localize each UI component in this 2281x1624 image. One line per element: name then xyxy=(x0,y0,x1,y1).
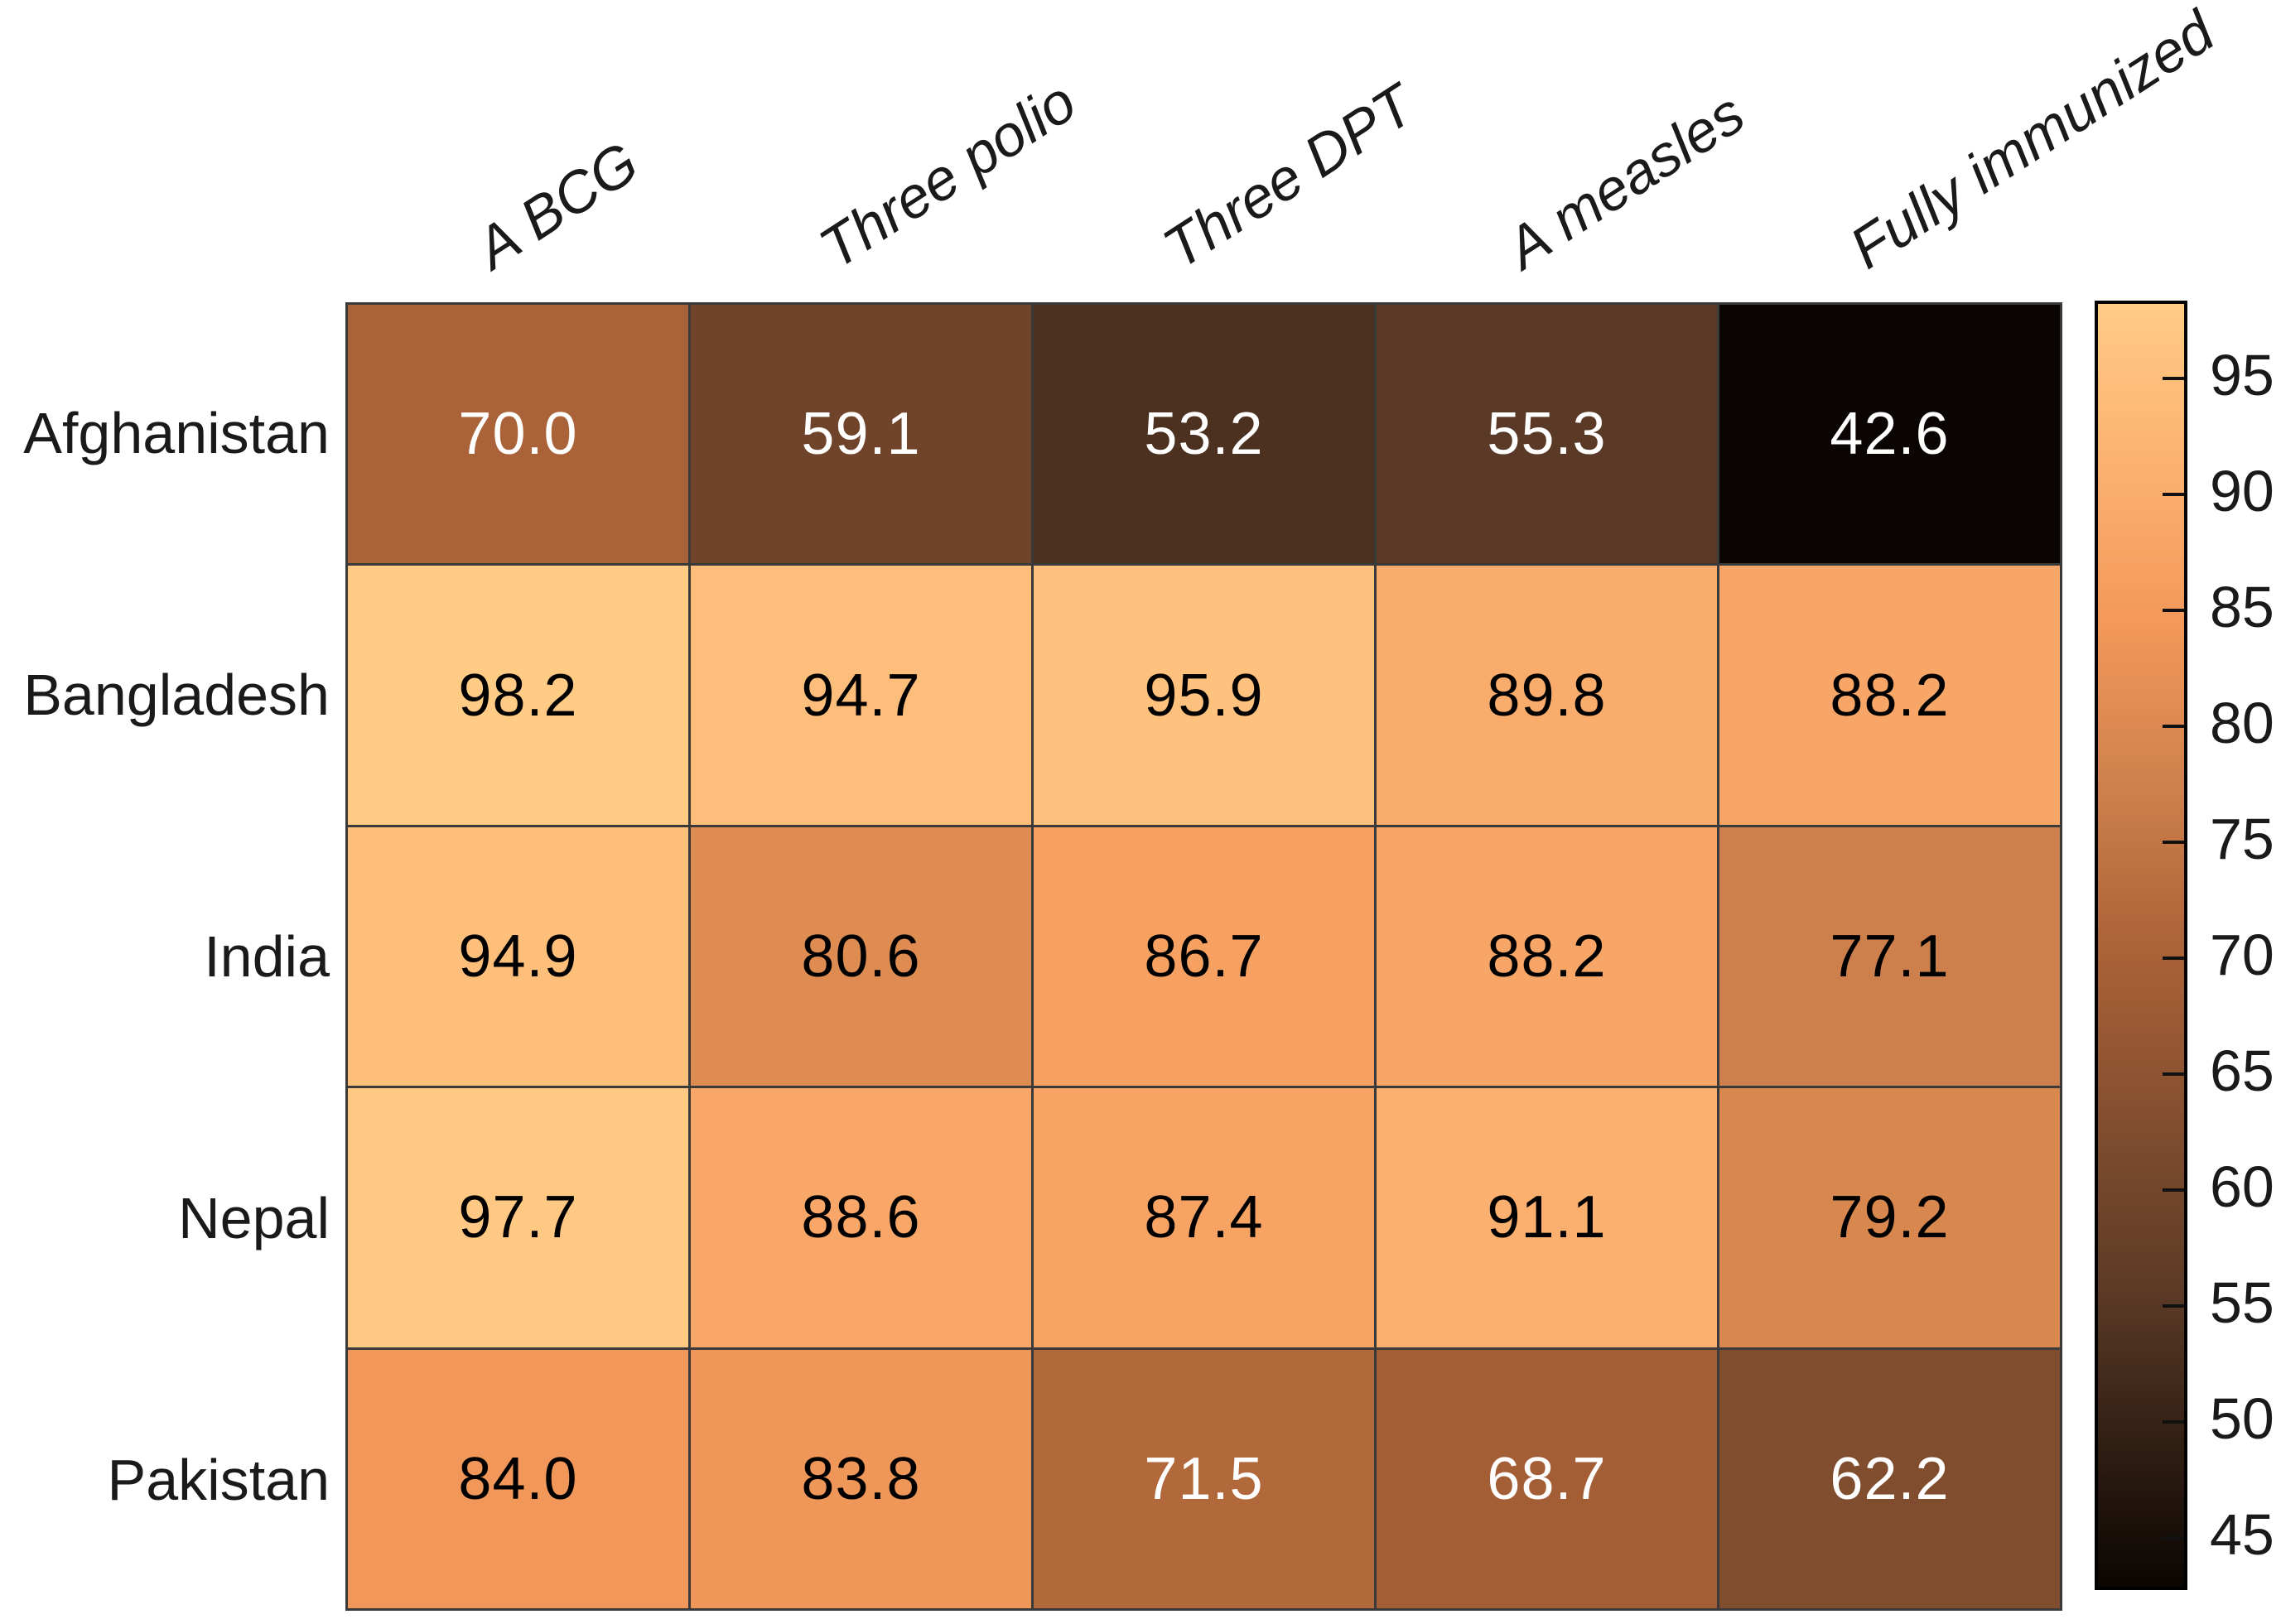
colorbar-tick-70 xyxy=(2163,956,2184,960)
colorbar-tick-label-55: 55 xyxy=(2210,1270,2274,1335)
heatmap-cell-bangladesh-c2: 95.9 xyxy=(1034,566,1374,825)
column-label-three-dpt: Three DPT xyxy=(1151,72,1425,282)
row-label-afghanistan: Afghanistan xyxy=(23,401,330,465)
heatmap-cell-pakistan-c1: 83.8 xyxy=(691,1349,1031,1608)
colorbar-tick-65 xyxy=(2163,1072,2184,1076)
colorbar-tick-label-80: 80 xyxy=(2210,690,2274,755)
colorbar-tick-label-90: 90 xyxy=(2210,458,2274,523)
colorbar-tick-85 xyxy=(2163,608,2184,612)
heatmap-cell-bangladesh-c4: 88.2 xyxy=(1719,566,2060,825)
colorbar-gradient xyxy=(2098,304,2184,1587)
colorbar-tick-label-60: 60 xyxy=(2210,1154,2274,1219)
heatmap-cell-afghanistan-c0: 70.0 xyxy=(348,305,688,564)
heatmap-cell-bangladesh-c3: 89.8 xyxy=(1377,566,1717,825)
colorbar-tick-label-65: 65 xyxy=(2210,1038,2274,1103)
colorbar-tick-label-75: 75 xyxy=(2210,806,2274,871)
heatmap-cell-nepal-c3: 91.1 xyxy=(1377,1088,1717,1347)
colorbar-tick-label-50: 50 xyxy=(2210,1385,2274,1451)
heatmap-cell-afghanistan-c2: 53.2 xyxy=(1034,305,1374,564)
column-label-fully-immunized: Fully immunized xyxy=(1838,0,2226,282)
heatmap-cell-india-c3: 88.2 xyxy=(1377,826,1717,1087)
heatmap-cell-bangladesh-c1: 94.7 xyxy=(691,566,1031,825)
heatmap-cell-india-c2: 86.7 xyxy=(1034,826,1374,1087)
heatmap-cell-pakistan-c2: 71.5 xyxy=(1034,1349,1374,1608)
heatmap-cell-india-c1: 80.6 xyxy=(691,826,1031,1087)
colorbar-tick-80 xyxy=(2163,724,2184,728)
heatmap-cell-pakistan-c3: 68.7 xyxy=(1377,1349,1717,1608)
heatmap-cell-afghanistan-c4: 42.6 xyxy=(1719,305,2060,564)
heatmap-cell-india-c4: 77.1 xyxy=(1719,826,2060,1087)
heatmap-cell-nepal-c0: 97.7 xyxy=(348,1088,688,1347)
colorbar-tick-label-95: 95 xyxy=(2210,342,2274,407)
row-label-india: India xyxy=(204,924,330,989)
colorbar-tick-60 xyxy=(2163,1188,2184,1192)
colorbar-tick-55 xyxy=(2163,1304,2184,1308)
heatmap-cell-pakistan-c4: 62.2 xyxy=(1719,1349,2060,1608)
colorbar-tick-95 xyxy=(2163,376,2184,380)
heatmap-cell-nepal-c2: 87.4 xyxy=(1034,1088,1374,1347)
heatmap-cell-pakistan-c0: 84.0 xyxy=(348,1349,688,1608)
colorbar-tick-label-45: 45 xyxy=(2210,1501,2274,1567)
colorbar xyxy=(2095,301,2187,1590)
colorbar-tick-45 xyxy=(2163,1535,2184,1540)
colorbar-tick-label-85: 85 xyxy=(2210,574,2274,639)
heatmap-cell-india-c0: 94.9 xyxy=(348,826,688,1087)
colorbar-tick-90 xyxy=(2163,492,2184,496)
heatmap-grid: 70.0 59.1 53.2 55.3 42.6 98.2 94.7 95.9 89.8 88.2… xyxy=(345,302,2062,1611)
row-label-bangladesh: Bangladesh xyxy=(23,663,330,727)
row-label-nepal: Nepal xyxy=(178,1186,330,1251)
column-label-a-bcg: A BCG xyxy=(465,129,650,282)
colorbar-tick-50 xyxy=(2163,1419,2184,1424)
column-label-a-measles: A measles xyxy=(1495,80,1756,282)
heatmap-cell-nepal-c4: 79.2 xyxy=(1719,1088,2060,1347)
heatmap-cell-nepal-c1: 88.6 xyxy=(691,1088,1031,1347)
heatmap-cell-afghanistan-c3: 55.3 xyxy=(1377,305,1717,564)
row-label-pakistan: Pakistan xyxy=(107,1448,330,1512)
colorbar-tick-label-70: 70 xyxy=(2210,922,2274,987)
heatmap-cell-afghanistan-c1: 59.1 xyxy=(691,305,1031,564)
column-label-three-polio: Three polio xyxy=(808,69,1087,282)
heatmap-cell-bangladesh-c0: 98.2 xyxy=(348,566,688,825)
colorbar-tick-75 xyxy=(2163,840,2184,844)
